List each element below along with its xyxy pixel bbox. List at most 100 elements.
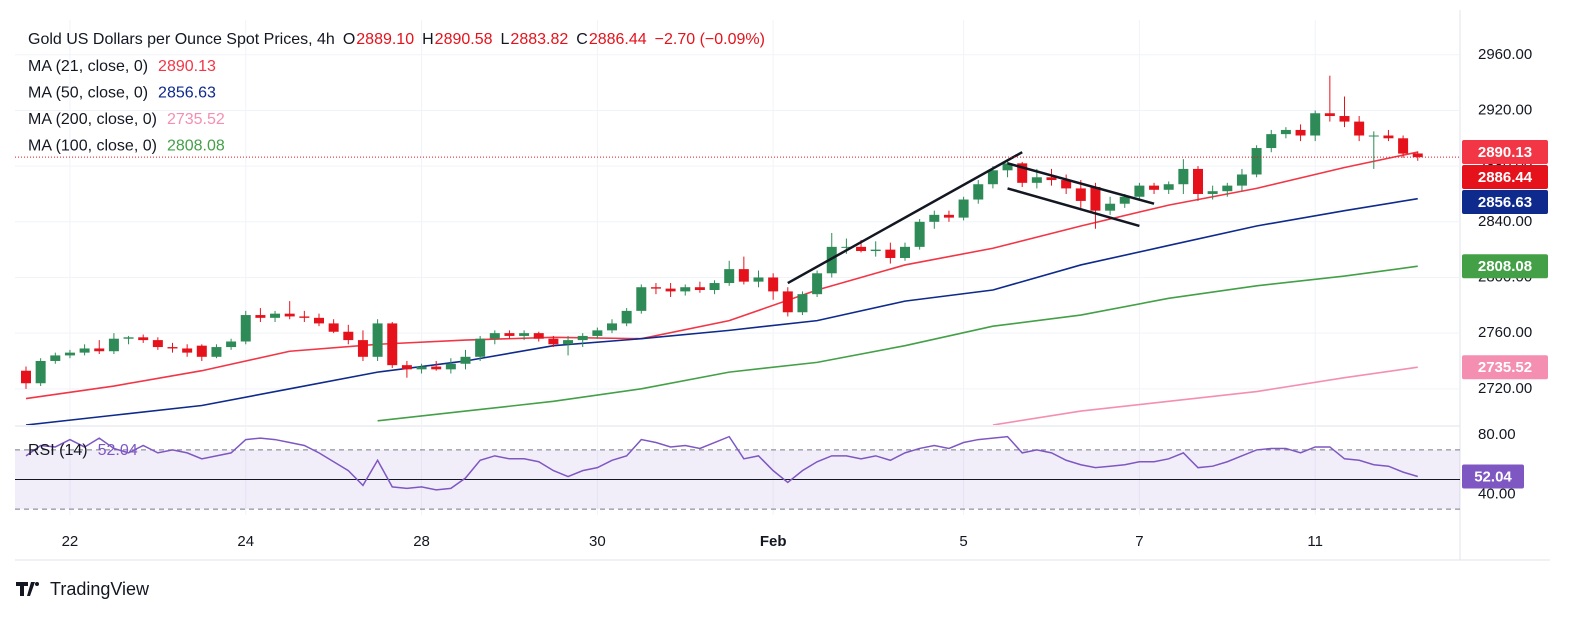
candle-body — [665, 288, 676, 292]
candle-body — [357, 340, 368, 357]
candle-body — [1075, 188, 1086, 201]
price-badge-label: 2808.08 — [1478, 258, 1532, 275]
candle-body — [943, 214, 954, 218]
candle-body — [738, 269, 749, 282]
candle-body — [1163, 184, 1174, 190]
candle-body — [1046, 177, 1057, 181]
candle-body — [519, 333, 530, 336]
candle-body — [768, 277, 779, 292]
legend-name: MA (50, close, 0) — [28, 85, 148, 102]
candle-body — [167, 347, 178, 349]
price-badge — [1462, 165, 1548, 190]
candle-body — [1412, 153, 1423, 158]
candle-body — [387, 323, 398, 366]
candle-body — [1251, 148, 1262, 175]
ma-line — [25, 197, 1418, 425]
candle-body — [1134, 185, 1145, 197]
candle-body — [1193, 168, 1203, 194]
candle-body — [1061, 180, 1072, 189]
candle-body — [108, 338, 119, 352]
quote-value: 2889.10 — [356, 31, 414, 48]
candle-body — [123, 337, 134, 339]
x-tick-label: 5 — [959, 533, 967, 550]
price-badge-label: 2735.52 — [1478, 359, 1532, 376]
candle-body — [196, 345, 207, 357]
price-badge — [1462, 140, 1548, 165]
candle-body — [211, 347, 222, 357]
candle-body — [577, 335, 588, 341]
candle-body — [694, 287, 705, 290]
y-tick-label: 2960.00 — [1478, 46, 1532, 63]
rsi-tick-label: 80.00 — [1478, 426, 1516, 443]
candle-body — [1295, 129, 1306, 136]
y-tick-label: 2840.00 — [1478, 213, 1532, 230]
y-tick-label: 2720.00 — [1478, 380, 1532, 397]
trendline — [1007, 162, 1155, 205]
candle-body — [753, 277, 764, 282]
candle-body — [372, 323, 383, 357]
candle-body — [1310, 113, 1321, 136]
candle-body — [416, 366, 427, 370]
candle-body — [1031, 177, 1042, 183]
x-tick-label: 28 — [413, 533, 430, 550]
price-badge — [1462, 190, 1548, 215]
candle-body — [284, 313, 295, 317]
rsi-legend-value: 52.04 — [98, 442, 138, 459]
candle-body — [1222, 185, 1233, 192]
candle-body — [841, 246, 852, 248]
rsi-badge-label: 52.04 — [1474, 468, 1512, 485]
legend-name: MA (21, close, 0) — [28, 58, 148, 75]
x-tick-label: 30 — [589, 533, 606, 550]
price-pane — [15, 20, 1460, 425]
brand: TradingView — [50, 579, 150, 599]
rsi-legend-name: RSI (14) — [28, 442, 88, 459]
quote-key: C — [576, 31, 588, 48]
candle-body — [958, 199, 969, 218]
candle-body — [782, 291, 793, 313]
candle-body — [1236, 174, 1247, 186]
candle-body — [797, 294, 808, 313]
ma-line — [377, 265, 1418, 422]
candle-body — [1339, 116, 1350, 122]
candle-body — [548, 338, 559, 345]
candle-body — [94, 348, 105, 352]
candle-body — [152, 340, 163, 348]
candle-body — [343, 331, 354, 341]
legend-name: MA (100, close, 0) — [28, 138, 157, 155]
legend-value: 2735.52 — [167, 111, 225, 128]
candle-body — [592, 330, 603, 336]
candle-body — [1368, 135, 1379, 137]
candle-body — [680, 287, 691, 292]
x-tick-label: Feb — [760, 533, 787, 550]
candle-body — [328, 323, 339, 332]
candle-body — [885, 249, 896, 258]
candle-body — [973, 184, 984, 200]
quote-key: H — [422, 31, 434, 48]
candle-body — [650, 287, 661, 289]
candle-body — [21, 370, 31, 384]
price-badge — [1462, 355, 1548, 380]
candle-body — [533, 333, 544, 339]
candle-body — [1002, 163, 1013, 171]
quote-value: 2890.58 — [435, 31, 493, 48]
candle-body — [64, 352, 75, 356]
candle-body — [401, 365, 412, 370]
candle-body — [460, 356, 471, 364]
candle-body — [636, 287, 647, 311]
candle-body — [1324, 113, 1335, 117]
candle-body — [35, 360, 46, 384]
rsi-line — [25, 435, 1418, 491]
quote-value: 2883.82 — [510, 31, 568, 48]
x-tick-label: 22 — [62, 533, 79, 550]
candle-body — [870, 249, 881, 252]
candle-body — [299, 316, 310, 318]
x-tick-label: 11 — [1307, 533, 1323, 550]
candle-body — [1398, 138, 1409, 154]
rsi-badge — [1462, 464, 1524, 489]
price-badge — [1462, 254, 1548, 279]
candle-body — [607, 323, 617, 331]
candle-body — [856, 246, 867, 252]
price-badge-label: 2890.13 — [1478, 144, 1532, 161]
